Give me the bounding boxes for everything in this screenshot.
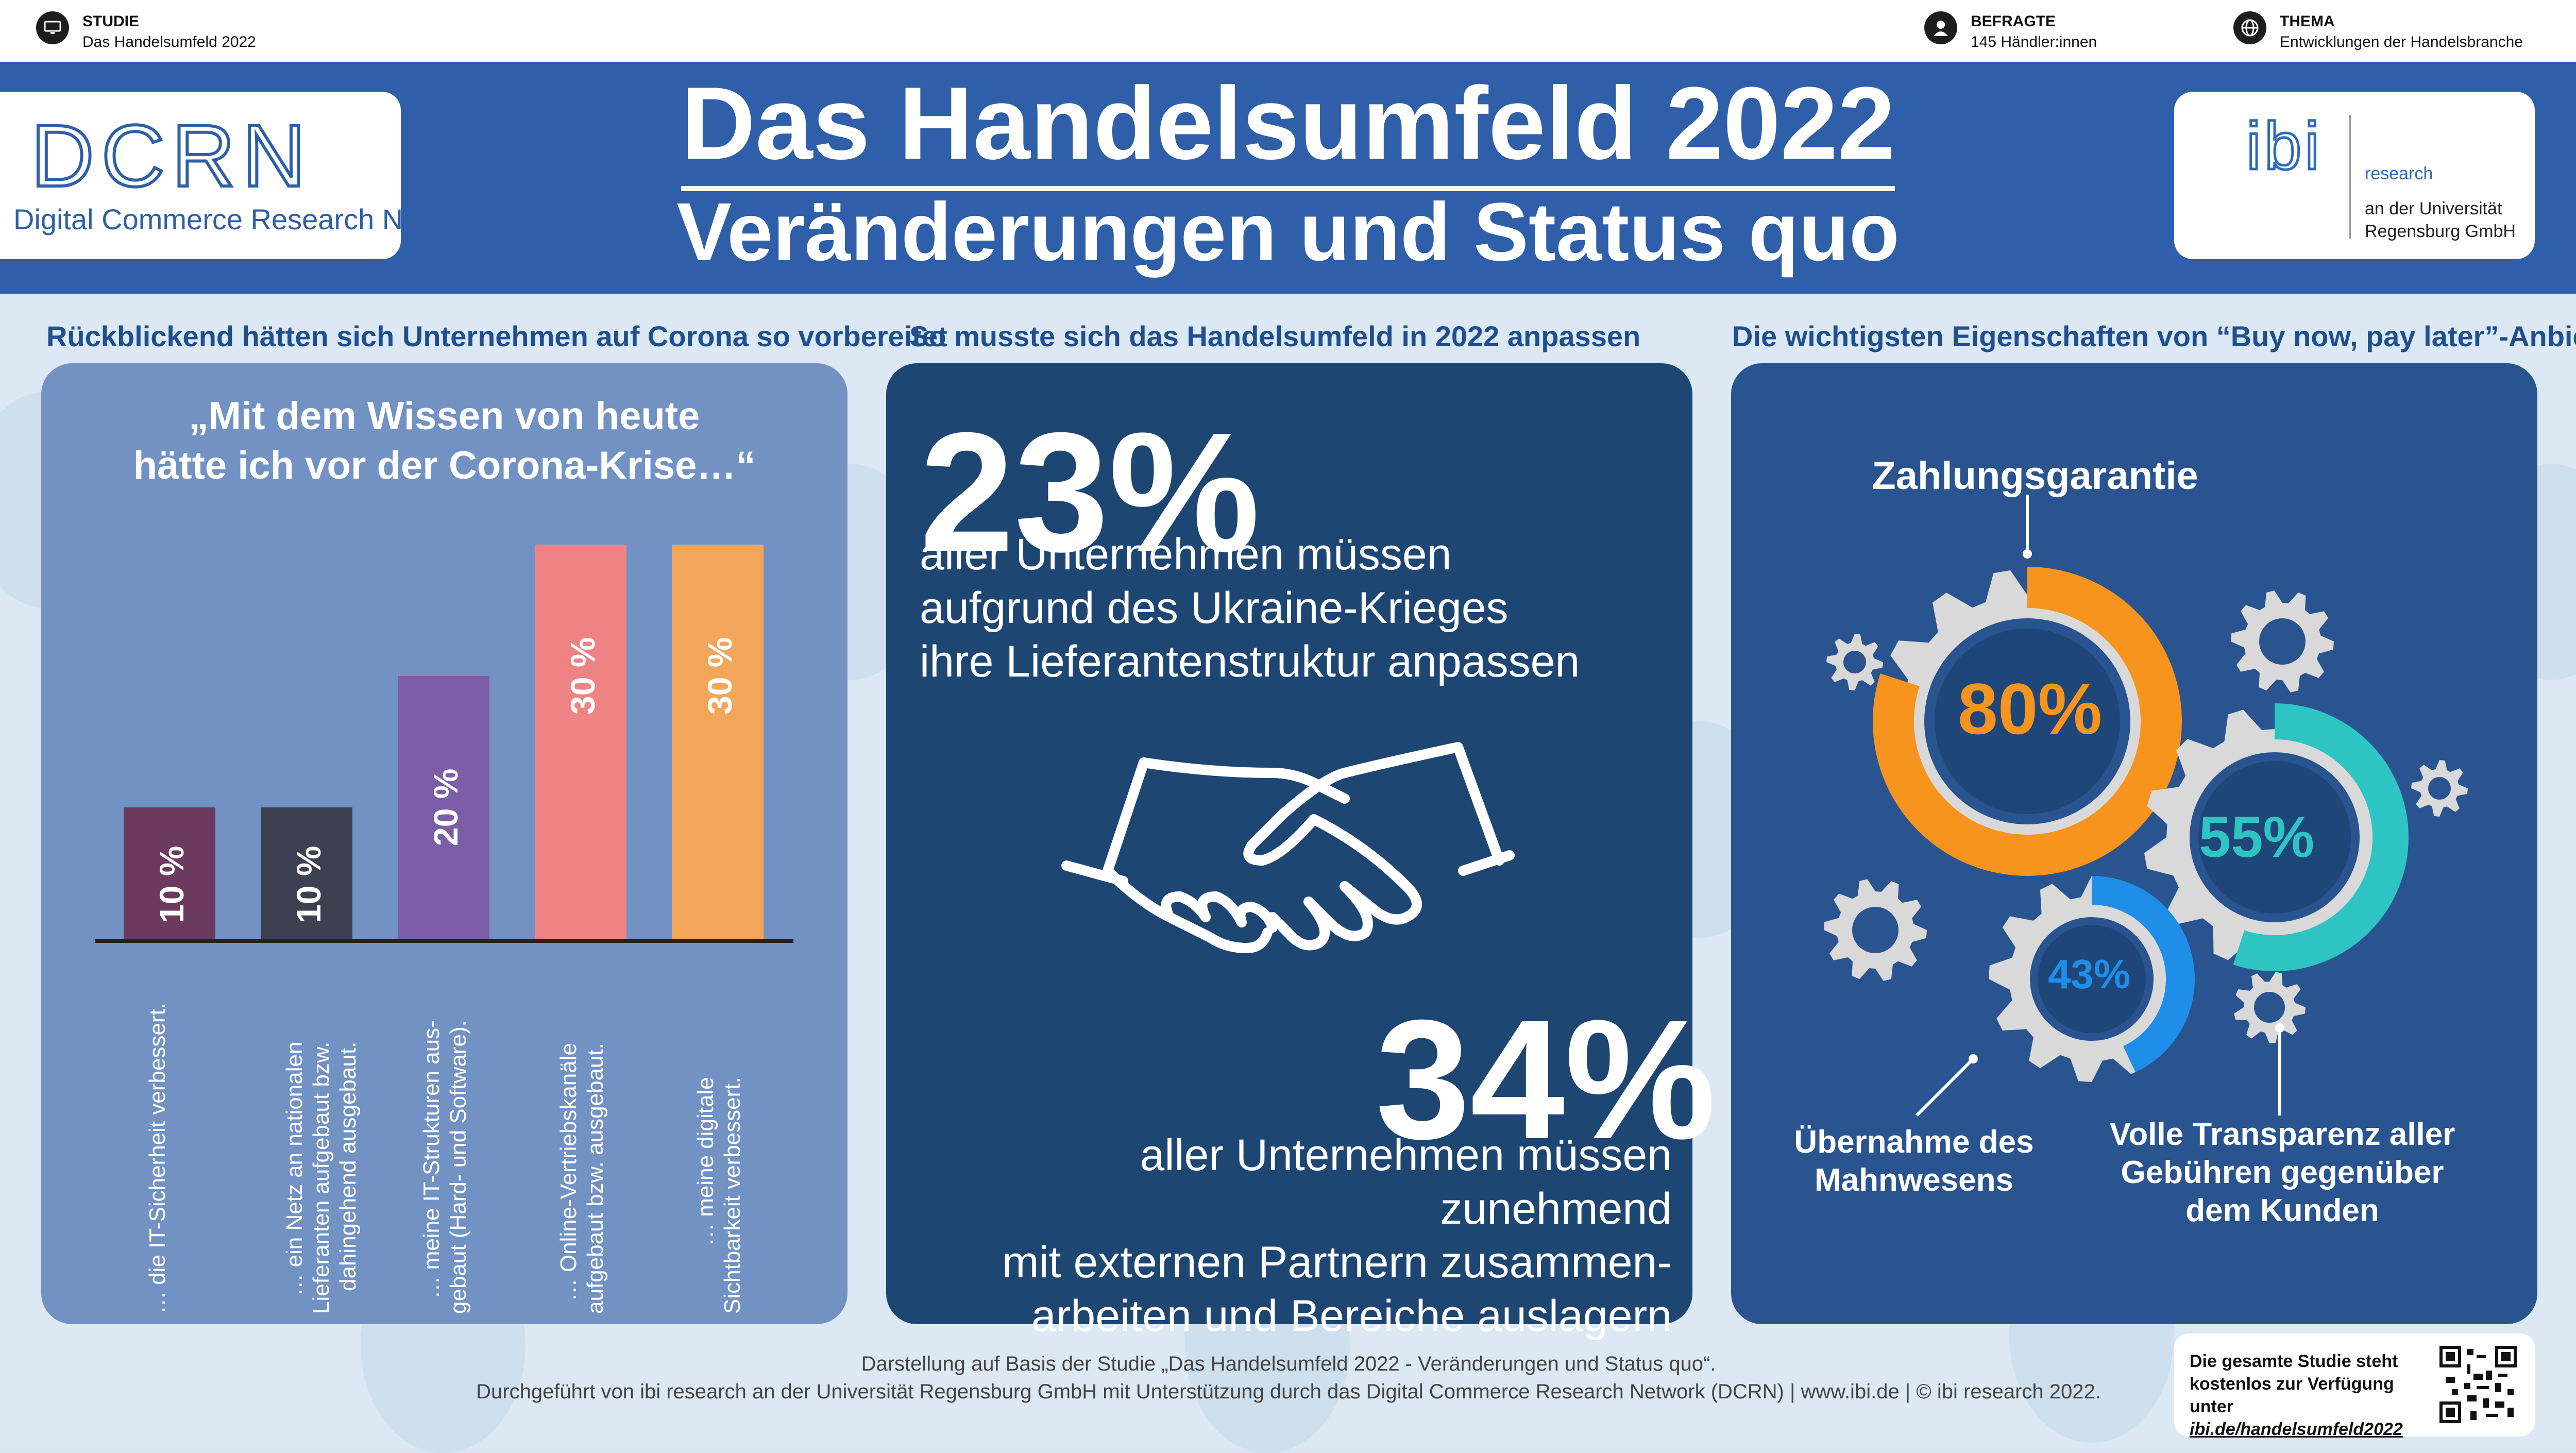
ibi-logo-box: ibi research an der Universität Regensbu… [2174, 92, 2535, 259]
bar [124, 807, 215, 939]
meta-befragte: BEFRAGTE 145 Händler:innen [1924, 11, 2097, 53]
thema-value: Entwicklungen der Handelsbranche [2280, 33, 2523, 50]
small-gear-icon [2234, 972, 2306, 1043]
person-icon [1924, 11, 1957, 44]
ibi-divider [2349, 115, 2351, 239]
footer-line2: Durchgeführt von ibi research an der Uni… [476, 1380, 2101, 1403]
section1-heading: Rückblickend hätten sich Unternehmen auf… [46, 320, 947, 352]
study-link[interactable]: ibi.de/handelsumfeld2022 [2190, 1420, 2403, 1439]
category-label: … die IT-Sicherheit verbessert. [145, 1002, 170, 1314]
section3-heading: Die wichtigsten Eigenschaften von “Buy n… [1732, 320, 2576, 352]
globe-icon [2233, 11, 2266, 44]
bar-value-label: 10 % [290, 846, 328, 923]
bar [672, 545, 764, 939]
gear1-progress [1873, 567, 2182, 876]
thema-label: THEMA [2280, 13, 2335, 30]
monitor-icon [36, 11, 69, 44]
gear2-label: Volle Transparenz aller Gebühren gegenüb… [2109, 1117, 2455, 1228]
qr-code-icon[interactable] [2439, 1346, 2517, 1423]
bar-value-label: 10 % [152, 846, 191, 923]
category-label: … meine digitale Sichtbarkeit verbessert. [693, 1077, 745, 1314]
handshake-icon [1061, 742, 1515, 953]
bar-value-label: 30 % [701, 637, 739, 715]
gear1-value: 80% [1957, 668, 2103, 749]
chart-x-axis [95, 939, 793, 943]
gears-graphic [1824, 495, 2468, 1117]
category-label: … Online-Vertriebskanäle aufgebaut bzw. a… [556, 1043, 608, 1314]
ibi-line3: Regensburg GmbH [2365, 222, 2516, 241]
small-gear-icon [1826, 634, 1883, 690]
small-gear-icon [2231, 590, 2334, 692]
bar [261, 807, 352, 939]
connector-line [1915, 1057, 1975, 1117]
footer-credits: Darstellung auf Basis der Studie „Das Ha… [0, 1350, 2576, 1406]
stat2-text: aller Unternehmen müssen zunehmend mit e… [1002, 1130, 1672, 1341]
befragte-label: BEFRAGTE [1971, 13, 2056, 30]
gear3-progress [1989, 876, 2195, 1082]
meta-studie: STUDIE Das Handelsumfeld 2022 [36, 11, 256, 53]
small-gear-icon [2411, 760, 2468, 817]
ibi-research: research [2365, 164, 2433, 183]
footer-line1: Darstellung auf Basis der Studie „Das Ha… [861, 1353, 1716, 1375]
page-subtitle: Veränderungen und Status quo [676, 185, 1900, 278]
ibi-line2: an der Universität [2365, 199, 2502, 218]
gear1-label: Zahlungsgarantie [1872, 454, 2198, 498]
stat1-value: 23% [920, 397, 1260, 587]
bar-value-label: 30 % [564, 637, 602, 715]
small-gear-icon [1824, 879, 1927, 981]
gear2-progress [2141, 703, 2409, 971]
stat2-value: 34% [1376, 984, 1716, 1174]
ibi-logo: ibi [2245, 108, 2323, 183]
dcrn-fullname: Digital Commerce Research Network [13, 203, 488, 235]
page-title: Das Handelsumfeld 2022 [670, 66, 1906, 191]
top-bar [0, 0, 2576, 62]
bar [535, 545, 626, 939]
gear2-value: 55% [2198, 805, 2315, 869]
stat1-text: aller Unternehmen müssen aufgrund des Uk… [920, 530, 1580, 686]
qr-text: Die gesamte Studie steht kostenlos zur V… [2190, 1351, 2403, 1439]
befragte-value: 145 Händler:innen [1971, 33, 2097, 50]
dcrn-logo-box: DCRN Digital Commerce Research Network [0, 92, 488, 259]
meta-thema: THEMA Entwicklungen der Handelsbranche [2233, 11, 2523, 53]
header-banner [0, 62, 2576, 294]
category-label: … meine IT-Strukturen aus-gebaut (Hard- … [419, 1020, 471, 1314]
studie-label: STUDIE [82, 13, 140, 30]
section2-heading: So musste sich das Handelsumfeld in 2022… [909, 320, 1641, 352]
category-label: … ein Netz an nationalen Lieferanten aufg… [282, 1041, 361, 1314]
chart-quote: „Mit dem Wissen von heute hätte ich vor … [133, 394, 756, 487]
gear3-value: 43% [2047, 951, 2131, 997]
dcrn-logo: DCRN [29, 107, 313, 205]
bar [398, 676, 489, 939]
studie-value: Das Handelsumfeld 2022 [82, 33, 256, 50]
gear3-label: Übernahme des Mahnwesens [1794, 1124, 2034, 1198]
bar-value-label: 20 % [427, 768, 465, 846]
